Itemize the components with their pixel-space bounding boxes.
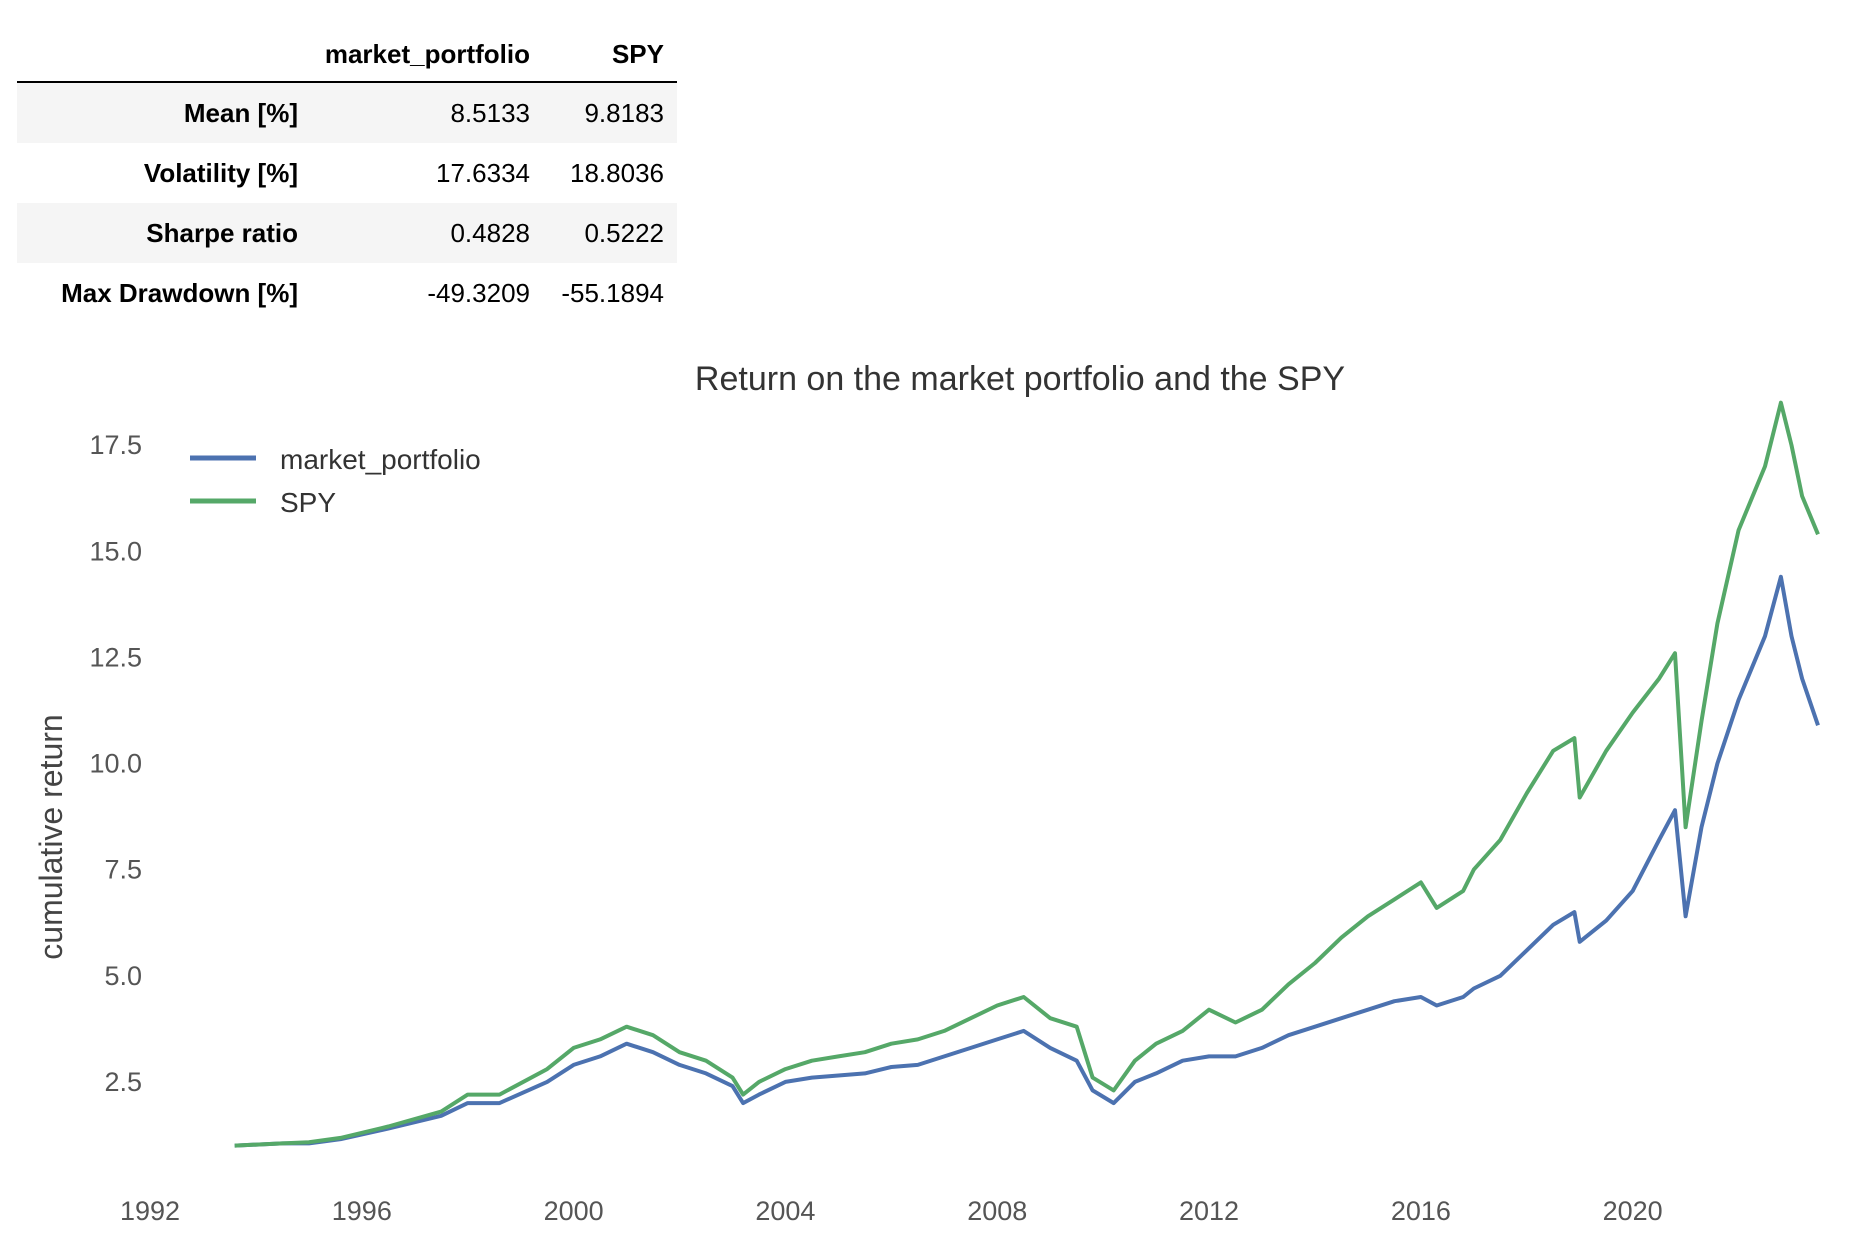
x-tick-label: 2012: [1179, 1196, 1239, 1226]
x-tick-label: 1992: [120, 1196, 180, 1226]
row-label: Max Drawdown [%]: [61, 277, 298, 308]
y-tick-label: 15.0: [89, 536, 142, 566]
y-axis-label: cumulative return: [33, 714, 69, 959]
x-tick-label: 1996: [332, 1196, 392, 1226]
table-cell: 0.5222: [584, 217, 664, 248]
x-tick-label: 2020: [1603, 1196, 1663, 1226]
table-cell: 8.5133: [450, 97, 530, 128]
table-cell: 18.8036: [570, 157, 664, 188]
table-cell: 0.4828: [450, 217, 530, 248]
row-label: Volatility [%]: [143, 157, 298, 188]
table-cell: -55.1894: [561, 277, 664, 308]
statistics-table: market_portfolio SPY Mean [%] 8.5133 9.8…: [17, 27, 677, 323]
legend: market_portfolio SPY: [190, 444, 481, 518]
y-tick-label: 12.5: [89, 642, 142, 672]
y-tick-label: 17.5: [89, 430, 142, 460]
y-tick-label: 2.5: [104, 1067, 142, 1097]
chart-title: Return on the market portfolio and the S…: [695, 360, 1345, 398]
x-tick-label: 2016: [1391, 1196, 1451, 1226]
table-row: Max Drawdown [%] -49.3209 -55.1894: [17, 263, 677, 323]
y-axis-ticks: 2.5 5.0 7.5 10.0 12.5 15.0 17.5: [89, 430, 142, 1097]
x-tick-label: 2000: [544, 1196, 604, 1226]
table-header-row: market_portfolio SPY: [17, 27, 677, 82]
column-header-market-portfolio: market_portfolio: [324, 38, 530, 69]
table-cell: 9.8183: [584, 97, 664, 128]
table-index-header: [17, 27, 311, 82]
y-tick-label: 5.0: [104, 961, 142, 991]
legend-label-spy: SPY: [280, 487, 336, 518]
legend-label-market-portfolio: market_portfolio: [280, 444, 481, 475]
column-header-spy: SPY: [611, 38, 664, 69]
series-line-spy: [234, 400, 1820, 1148]
x-axis-ticks: 1992 1996 2000 2004 2008 2012 2016 2020: [120, 1196, 1663, 1226]
table-cell: -49.3209: [427, 277, 530, 308]
y-tick-label: 10.0: [89, 749, 142, 779]
row-label: Sharpe ratio: [146, 217, 298, 248]
table-row: Sharpe ratio 0.4828 0.5222: [17, 203, 677, 263]
row-label: Mean [%]: [183, 97, 298, 128]
x-tick-label: 2008: [967, 1196, 1027, 1226]
table-cell: 17.6334: [436, 157, 530, 188]
x-tick-label: 2004: [755, 1196, 815, 1226]
y-tick-label: 7.5: [104, 855, 142, 885]
table-row: Mean [%] 8.5133 9.8183: [17, 82, 677, 143]
series-lines: [234, 400, 1820, 1148]
table-row: Volatility [%] 17.6334 18.8036: [17, 143, 677, 203]
cumulative-return-chart: Return on the market portfolio and the S…: [33, 360, 1820, 1226]
series-line-market-portfolio: [234, 574, 1820, 1148]
